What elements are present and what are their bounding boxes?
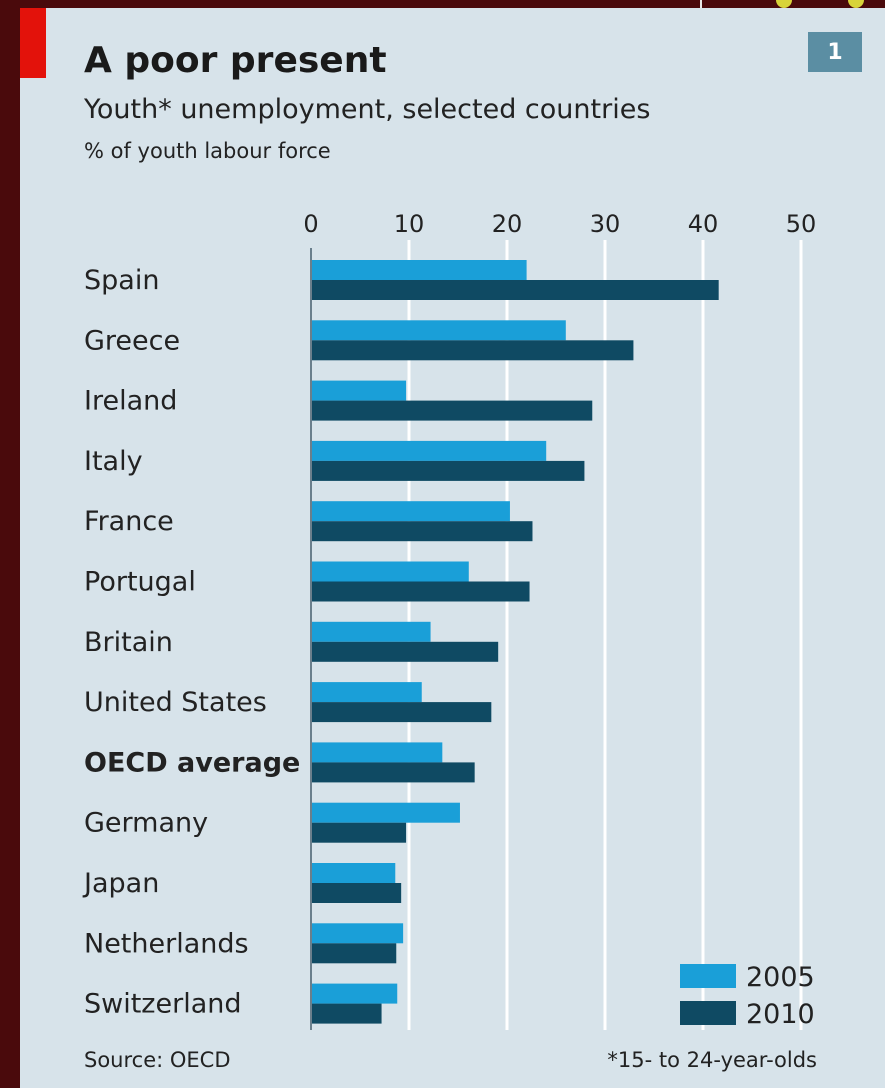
category-label: Japan — [82, 868, 159, 899]
bar-2005 — [311, 682, 422, 703]
bar-2005 — [311, 320, 566, 341]
chart-number-badge: 1 — [808, 32, 862, 72]
bar-2010 — [311, 280, 719, 300]
top-strip — [0, 0, 885, 8]
category-label: Ireland — [84, 386, 177, 417]
category-label: Switzerland — [84, 989, 242, 1020]
bar-2010 — [311, 1003, 382, 1024]
bar-2010 — [311, 943, 397, 964]
footnote: *15- to 24-year-olds — [607, 1048, 817, 1072]
bar-2010 — [311, 340, 634, 361]
chart-title: A poor present — [84, 40, 387, 81]
bar-2010 — [311, 400, 593, 421]
bar-2010 — [311, 702, 492, 723]
category-label: Britain — [84, 627, 173, 658]
x-tick-label: 30 — [590, 210, 621, 238]
x-tick-label: 40 — [688, 210, 719, 238]
category-label: France — [84, 506, 174, 537]
category-label: Spain — [84, 265, 159, 296]
x-tick-label: 50 — [786, 210, 817, 238]
chart-panel — [20, 8, 885, 1088]
bar-2005 — [311, 621, 431, 642]
legend-label-2010: 2010 — [746, 999, 815, 1030]
x-tick-label: 0 — [303, 210, 318, 238]
legend-label-2005: 2005 — [746, 962, 815, 993]
bar-2010 — [311, 822, 407, 843]
unit-label: % of youth labour force — [84, 139, 331, 163]
bar-2010 — [311, 581, 530, 602]
bar-2010 — [311, 521, 533, 542]
category-label: United States — [84, 687, 267, 718]
marker-dot-icon — [776, 0, 792, 8]
bar-2005 — [311, 923, 404, 944]
category-label: Portugal — [84, 567, 196, 598]
legend-swatch-2005 — [680, 964, 736, 988]
bar-2005 — [311, 380, 407, 401]
category-label: Italy — [84, 446, 143, 477]
bar-2010 — [311, 883, 402, 903]
bar-2005 — [311, 501, 510, 522]
bar-2005 — [311, 260, 527, 280]
bar-2005 — [311, 561, 469, 582]
category-label: Netherlands — [84, 928, 249, 959]
chart-subtitle: Youth* unemployment, selected countries — [84, 94, 651, 125]
source-note: Source: OECD — [84, 1048, 231, 1072]
bar-2005 — [311, 983, 398, 1004]
bar-2010 — [311, 641, 499, 662]
category-label: Greece — [84, 325, 180, 356]
category-label: Germany — [84, 808, 208, 839]
bar-2005 — [311, 742, 443, 763]
x-tick-label: 10 — [394, 210, 425, 238]
marker-dot-icon — [848, 0, 864, 8]
bar-2005 — [311, 440, 547, 461]
x-tick-label: 20 — [492, 210, 523, 238]
bar-2010 — [311, 762, 475, 783]
legend-swatch-2010 — [680, 1001, 736, 1025]
bar-2010 — [311, 460, 585, 481]
top-divider-line — [700, 0, 702, 8]
red-tag-accent — [20, 8, 46, 78]
bar-2005 — [311, 863, 396, 883]
category-label: OECD average — [84, 747, 300, 778]
bar-2005 — [311, 802, 460, 823]
